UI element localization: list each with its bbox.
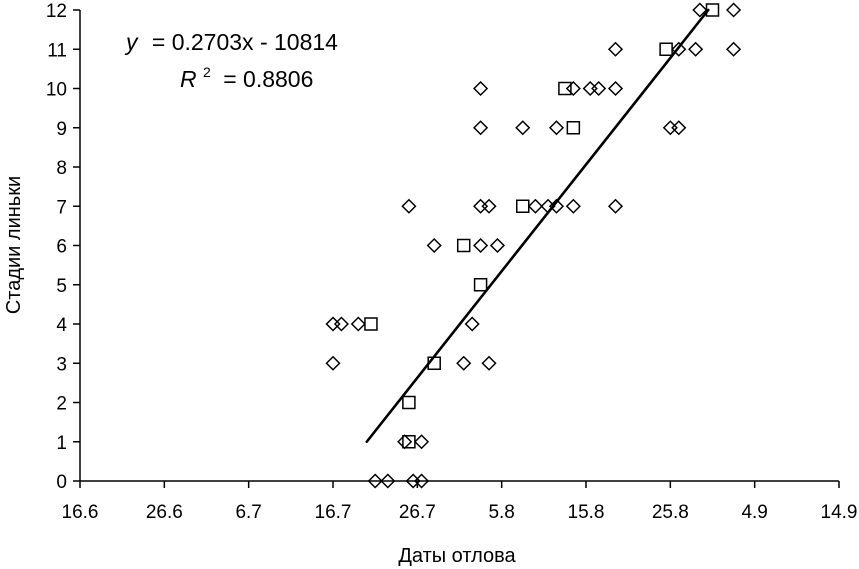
data-point-diamond xyxy=(726,41,742,57)
data-point-diamond xyxy=(515,120,531,136)
x-tick-label: 26.7 xyxy=(399,502,436,523)
data-point-diamond xyxy=(473,198,489,214)
equation-y-var: y xyxy=(124,29,139,55)
data-point-diamond xyxy=(671,41,687,57)
y-tick-label: 12 xyxy=(46,1,67,22)
data-point-diamond xyxy=(582,80,598,97)
x-tick-label: 15.8 xyxy=(568,502,605,523)
data-point-diamond xyxy=(473,237,489,254)
data-point-diamond xyxy=(726,2,742,18)
data-point-diamond xyxy=(413,434,430,450)
data-point-diamond xyxy=(662,120,678,136)
y-tick-label: 0 xyxy=(56,472,67,493)
data-point-diamond xyxy=(548,120,565,136)
data-point-diamond xyxy=(671,120,687,136)
data-point-diamond xyxy=(607,80,624,97)
x-tick-label: 26.6 xyxy=(146,502,183,523)
data-point-square xyxy=(558,81,572,96)
r-squared-exponent: 2 xyxy=(203,64,211,80)
data-point-diamond xyxy=(333,316,349,332)
data-point-square xyxy=(402,435,416,449)
data-point-diamond xyxy=(325,355,341,371)
data-point-diamond xyxy=(350,316,366,332)
data-point-square xyxy=(402,395,416,410)
x-tick-label: 16.6 xyxy=(62,502,99,523)
data-point-diamond xyxy=(688,41,704,57)
data-point-diamond xyxy=(413,473,430,489)
y-tick-label: 7 xyxy=(56,197,67,218)
y-tick-label: 10 xyxy=(46,80,67,101)
data-point-diamond xyxy=(481,355,497,371)
data-point-diamond xyxy=(692,2,708,18)
data-points xyxy=(325,2,742,489)
r-squared-value: = 0.8806 xyxy=(223,66,313,92)
y-tick-label: 9 xyxy=(56,119,67,140)
data-point-diamond xyxy=(401,198,417,214)
data-point-square xyxy=(473,278,488,292)
x-tick-label: 14.9 xyxy=(821,502,858,523)
x-tick-label: 5.8 xyxy=(488,502,514,523)
data-point-diamond xyxy=(464,316,480,332)
data-point-square xyxy=(705,3,720,17)
y-tick-label: 6 xyxy=(56,237,67,258)
trendline xyxy=(365,8,710,444)
y-tick-label: 2 xyxy=(56,394,67,415)
data-point-diamond xyxy=(397,434,413,450)
data-point-square xyxy=(516,199,530,213)
y-tick-label: 8 xyxy=(56,158,67,179)
r-squared-symbol: R xyxy=(180,66,197,92)
data-point-diamond xyxy=(489,237,506,254)
y-axis-title: Стадии линьки xyxy=(3,176,25,314)
data-point-square xyxy=(566,121,581,135)
y-tick-label: 11 xyxy=(47,40,67,61)
r-squared: R 2 = 0.8806 xyxy=(180,56,313,92)
x-tick-label: 6.7 xyxy=(235,502,261,523)
data-point-diamond xyxy=(367,473,383,489)
equation-body: = 0.2703x - 10814 xyxy=(152,29,338,55)
data-point-diamond xyxy=(565,80,581,97)
x-ticks: 16.6 26.6 6.7 16.7 26.7 5.8 15.8 25.8 4.9 14.9 xyxy=(62,481,858,523)
data-point-diamond xyxy=(380,473,396,489)
y-tick-label: 4 xyxy=(56,315,67,336)
data-point-diamond xyxy=(527,198,543,214)
data-point-diamond xyxy=(607,198,624,214)
data-point-square xyxy=(456,238,471,253)
trendline-equation: y = 0.2703x - 10814 xyxy=(124,29,338,55)
data-point-diamond xyxy=(473,80,489,97)
x-axis-title: Даты отлова xyxy=(398,545,516,567)
y-tick-label: 1 xyxy=(56,433,67,454)
data-point-diamond xyxy=(481,198,497,214)
data-point-square xyxy=(659,42,673,56)
data-point-diamond xyxy=(426,237,442,254)
data-point-diamond xyxy=(456,355,472,371)
y-tick-label: 3 xyxy=(56,354,67,375)
data-point-diamond xyxy=(607,41,624,57)
data-point-diamond xyxy=(325,316,341,332)
data-point-diamond xyxy=(473,120,489,136)
x-tick-label: 25.8 xyxy=(652,502,689,523)
x-tick-label: 4.9 xyxy=(741,502,767,523)
x-tick-label: 16.7 xyxy=(315,502,352,523)
data-point-diamond xyxy=(591,80,607,97)
data-point-diamond xyxy=(548,198,565,214)
y-tick-label: 5 xyxy=(56,276,67,297)
data-point-diamond xyxy=(565,198,581,214)
data-point-square xyxy=(364,317,378,331)
